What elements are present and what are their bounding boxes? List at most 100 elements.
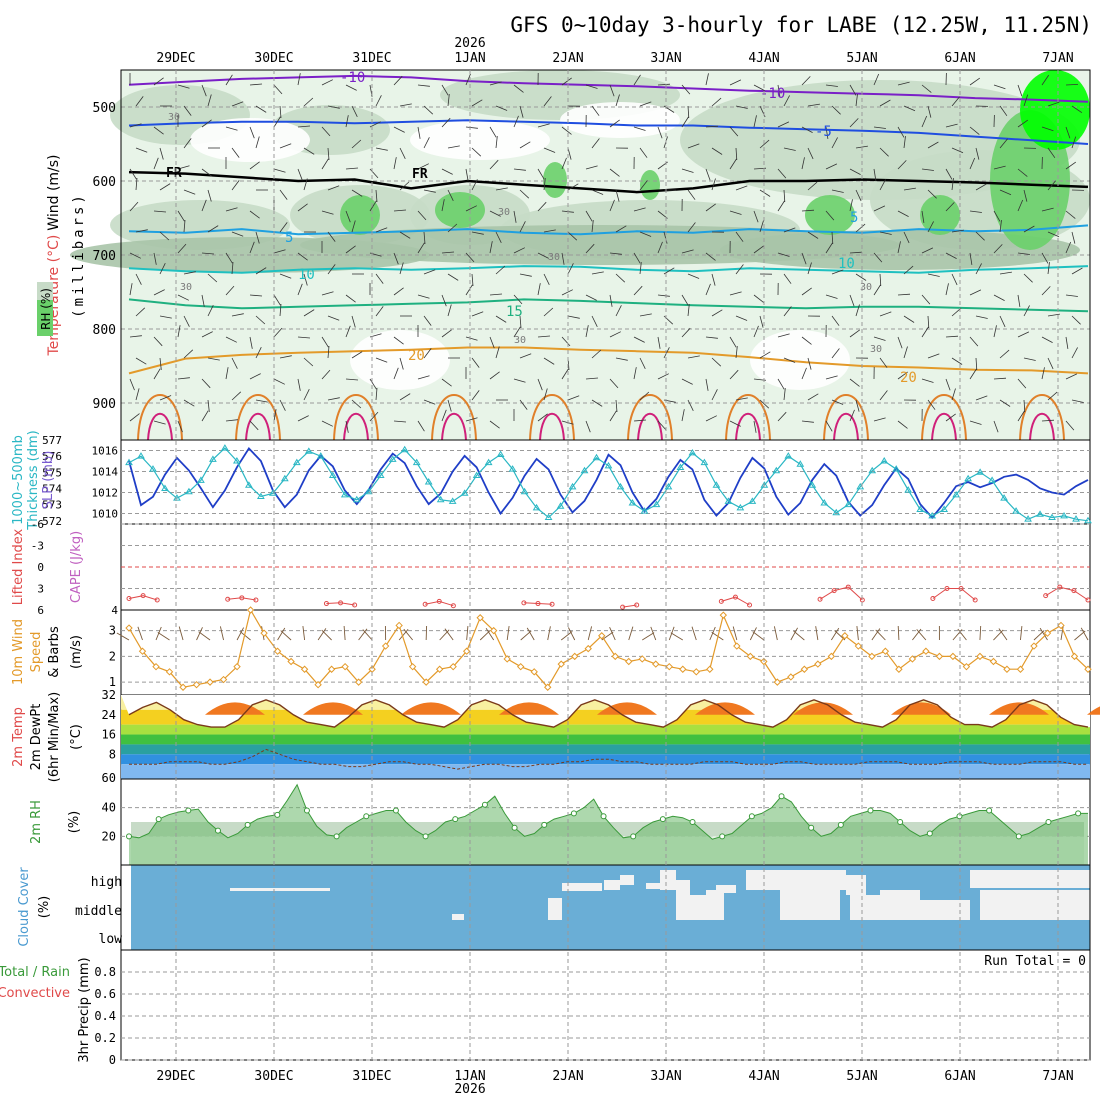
wind-barb [801,126,813,133]
wind-barb [849,84,857,96]
wind-barb [351,315,356,328]
wind-panel: 1 2 3 10m Wind Speed & Barbs (m/s) [11,606,1092,696]
rh-point [748,813,755,820]
isotherm-label: 20 [900,370,917,386]
wind-barb [561,157,567,170]
surface-barb [793,630,805,641]
wind-barb [345,115,349,128]
wind-barb [153,336,163,347]
wind-barb [345,294,356,303]
wind-point [300,665,309,673]
wind-barb [423,348,432,359]
wind-barb [831,137,838,149]
wind-barb [753,294,764,303]
wind-barb [831,189,844,193]
wind-barb [369,411,379,422]
wind-barb [273,327,283,338]
rh-point [363,813,370,820]
wind-barb [177,420,183,433]
wind-barb [615,273,626,283]
wind-barb [399,231,411,239]
wind-barb [591,399,603,407]
wind-barb [417,126,421,139]
temp-peak [303,702,363,715]
li-point [1085,597,1091,603]
temp-band [121,724,1090,735]
surface-barb [752,631,765,641]
thickness-marker [1072,515,1080,522]
wind-barb [231,147,240,158]
wind-barb [1047,357,1054,370]
wind-barb [951,388,956,401]
wind-barb [1017,252,1030,255]
thickness-marker [125,458,133,466]
wind-barb [609,378,619,389]
rh-point [511,824,518,831]
wind-barb [831,399,844,405]
wind-barb [1017,294,1021,307]
isotherm-lines [128,74,1089,441]
wind-barb [585,377,599,380]
wind-barb [543,96,552,107]
wind-barb [153,420,166,425]
thickness-line [128,447,1089,522]
date-label-bottom: 29DEC [156,1069,195,1084]
wind-barb [615,189,620,202]
wind-point [949,652,957,661]
wind-barb [969,368,977,380]
wind-barb [207,273,218,283]
slp-tick-label: 1016 [92,445,119,458]
isotherm-label: -5 [815,124,832,140]
wind-point [854,642,863,650]
wind-barb [153,157,159,170]
wind-barb [159,263,166,275]
rh-point [926,830,933,837]
wind-barb [777,121,790,128]
surface-barb [628,626,634,641]
thickness-marker [388,455,397,462]
wind-barb [327,345,330,359]
date-label-top: 7JAN [1042,51,1073,66]
li-panel: 6 3 0 -3 -6 4 Lifted Index CAPE (J/kg) [11,518,1091,617]
li-segment [128,595,158,601]
year-label-top: 2026 [454,36,485,51]
surface-barb [670,632,684,641]
wind-point [733,642,741,650]
wind-barb [423,315,432,326]
wind-barb [999,315,1006,328]
surface-barb [998,628,1008,641]
wind-barb [153,252,157,265]
wind-barb [705,336,718,339]
wind-barb [351,399,362,409]
wind-tick-label: 2 [109,649,116,663]
rh-point [570,810,577,817]
wind-barb [1065,161,1077,170]
thickness-marker [436,495,445,503]
wind-barb [735,264,744,275]
wind-point [341,662,349,671]
wind-barb [657,294,670,297]
wind-barb [855,273,867,281]
wind-barb [873,336,886,341]
precip-panel: 0 0.2 0.4 0.6 0.8 Run Total = 0 Total / Rain… [0,949,1091,1067]
wind-barb [969,157,976,170]
chart-title: GFS 0~10day 3-hourly for LABE (12.25W, 1… [510,13,1092,37]
wind-barb [297,125,311,128]
wind-point [571,652,579,661]
li-point [1043,593,1049,599]
isotherm-20 [128,346,1089,375]
wind-barb [585,165,598,170]
wind-barb [177,325,181,338]
wind-barb [255,136,260,149]
temp-tick-label: 16 [102,728,116,742]
wind-barb [159,357,162,370]
thickness-marker [904,486,913,493]
rh-blob [720,230,1080,270]
date-labels-bottom: 29DEC 30DEC 31DEC 1JAN 2JAN 3JAN 4JAN 5JAN 6JAN 7… [156,1069,1073,1084]
rh-legend-swatch-light [37,282,53,300]
wind-barb [729,420,741,427]
wind-barb [561,77,572,86]
wind-barb [777,411,787,422]
wind-barb [687,304,690,317]
wind-barb [1041,252,1049,264]
